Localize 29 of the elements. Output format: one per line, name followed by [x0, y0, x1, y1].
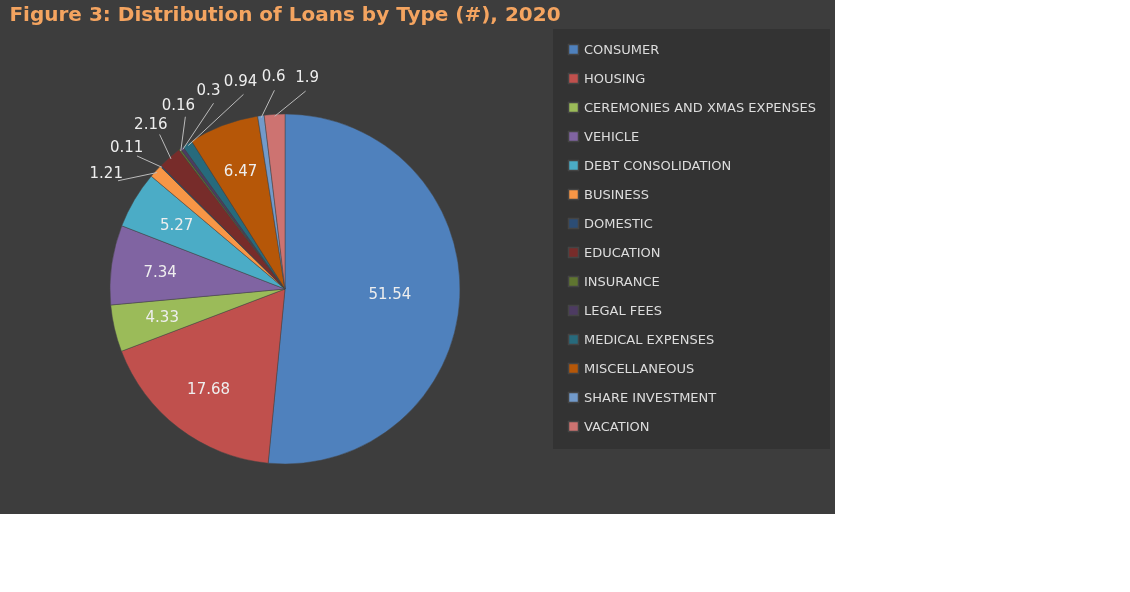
data-label: 0.6: [261, 67, 286, 86]
chart-title: Figure 3: Distribution of Loans by Type (#), 2020: [9, 2, 561, 26]
legend-label: INSURANCE: [584, 273, 660, 289]
legend-label: MISCELLANEOUS: [584, 360, 695, 376]
data-label: 7.34: [143, 262, 177, 281]
legend-label: CEREMONIES AND XMAS EXPENSES: [584, 99, 816, 115]
data-label: 0.16: [161, 95, 196, 114]
legend-label: EDUCATION: [584, 244, 661, 260]
data-label: 2.16: [134, 114, 168, 133]
legend-label: VEHICLE: [584, 128, 640, 144]
legend-label: SHARE INVESTMENT: [584, 389, 717, 405]
data-label: 17.68: [187, 380, 231, 399]
legend-label: HOUSING: [584, 70, 646, 86]
legend-label: LEGAL FEES: [584, 302, 662, 318]
data-label: 0.3: [196, 81, 221, 100]
data-label: 5.27: [159, 215, 194, 234]
data-label: 6.47: [223, 162, 258, 181]
legend-label: MEDICAL EXPENSES: [584, 331, 715, 347]
data-label: 1.9: [295, 68, 320, 87]
legend-label: CONSUMER: [584, 41, 660, 57]
legend-label: VACATION: [584, 418, 650, 434]
data-label: 51.54: [368, 285, 412, 304]
data-label: 0.94: [223, 71, 258, 90]
legend-label: BUSINESS: [584, 186, 649, 202]
data-label: 1.21: [89, 164, 123, 183]
legend-label: DOMESTIC: [584, 215, 653, 231]
data-label: 4.33: [145, 308, 179, 327]
data-label: 0.11: [109, 137, 144, 156]
legend-label: DEBT CONSOLIDATION: [584, 157, 732, 173]
